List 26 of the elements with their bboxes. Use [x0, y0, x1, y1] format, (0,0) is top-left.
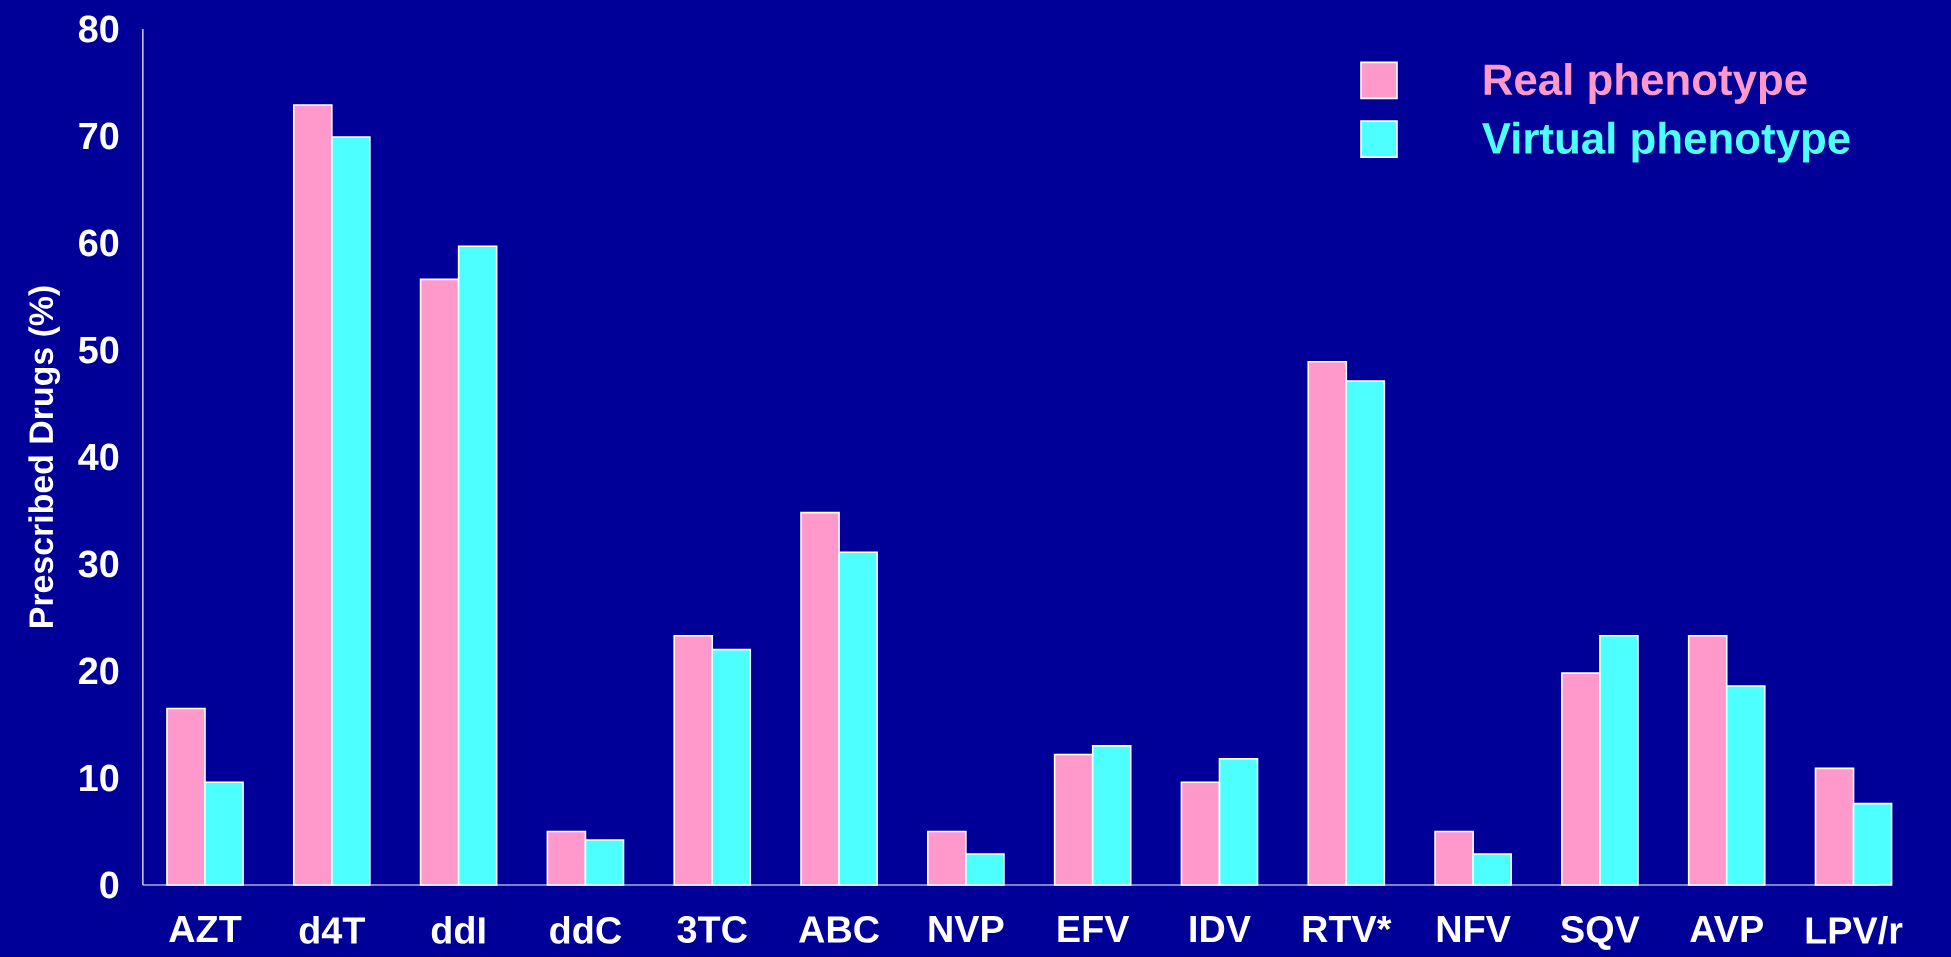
y-tick-label: 40: [78, 443, 119, 471]
y-tick-label: 50: [78, 336, 119, 364]
x-tick-label: EFV: [1058, 916, 1130, 943]
legend-label: Virtual phenotype: [1482, 121, 1850, 163]
x-tick-label: ddC: [550, 916, 622, 944]
y-tick-label: 60: [79, 229, 119, 257]
y-axis-title: Prescribed Drugs (%): [28, 286, 61, 627]
x-tick-label: NVP: [929, 916, 1004, 943]
x-tick-label: d4T: [299, 916, 366, 944]
y-tick-label: 20: [79, 657, 119, 685]
x-tick-label: ABC: [798, 916, 879, 943]
x-tick-label: AVP: [1690, 916, 1763, 943]
y-tick-label: 0: [100, 871, 119, 899]
x-tick-label: RTV*: [1303, 916, 1392, 943]
x-tick-label: NFV: [1437, 916, 1511, 943]
y-tick-label: 70: [79, 122, 119, 150]
y-tick-label: 80: [78, 15, 119, 43]
x-tick-label: AZT: [169, 916, 242, 943]
y-tick-label: 10: [80, 764, 119, 792]
x-tick-label: LPV/r: [1806, 916, 1903, 945]
x-tick-label: ddI: [431, 916, 485, 944]
legend-label: Real phenotype: [1484, 63, 1807, 104]
x-tick-label: 3TC: [677, 916, 747, 943]
y-tick-label: 30: [78, 550, 119, 578]
x-tick-label: SQV: [1561, 916, 1640, 950]
x-tick-label: IDV: [1190, 916, 1251, 943]
